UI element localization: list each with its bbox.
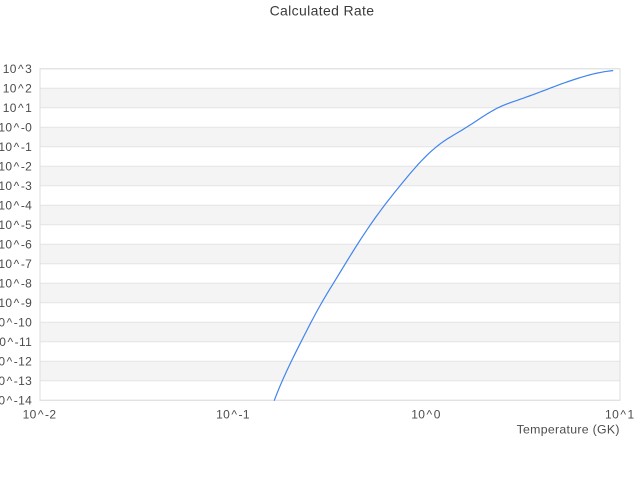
svg-text:10^-4: 10^-4 (0, 199, 32, 213)
svg-text:10^-1: 10^-1 (0, 140, 32, 154)
svg-text:Temperature (GK): Temperature (GK) (517, 423, 620, 437)
svg-text:10^-14: 10^-14 (0, 394, 32, 408)
svg-text:10^2: 10^2 (3, 82, 32, 96)
svg-text:10^-9: 10^-9 (0, 296, 32, 310)
svg-text:10^-3: 10^-3 (0, 179, 32, 193)
svg-text:10^1: 10^1 (605, 408, 634, 422)
svg-text:10^-10: 10^-10 (0, 316, 32, 330)
svg-text:10^3: 10^3 (3, 62, 32, 76)
svg-text:10^-7: 10^-7 (0, 257, 32, 271)
svg-text:10^-2: 10^-2 (23, 408, 57, 422)
svg-text:10^-11: 10^-11 (0, 335, 32, 349)
svg-text:10^-6: 10^-6 (0, 238, 32, 252)
svg-text:Calculated Rate: Calculated Rate (270, 3, 375, 19)
svg-text:10^-8: 10^-8 (0, 277, 32, 291)
svg-text:10^0: 10^0 (411, 408, 440, 422)
svg-text:10^-12: 10^-12 (0, 355, 32, 369)
svg-text:10^-1: 10^-1 (216, 408, 250, 422)
svg-text:10^-2: 10^-2 (0, 160, 32, 174)
svg-text:10^-13: 10^-13 (0, 374, 32, 388)
svg-text:10^-0: 10^-0 (0, 121, 32, 135)
svg-text:10^-5: 10^-5 (0, 218, 32, 232)
svg-text:10^1: 10^1 (3, 101, 32, 115)
